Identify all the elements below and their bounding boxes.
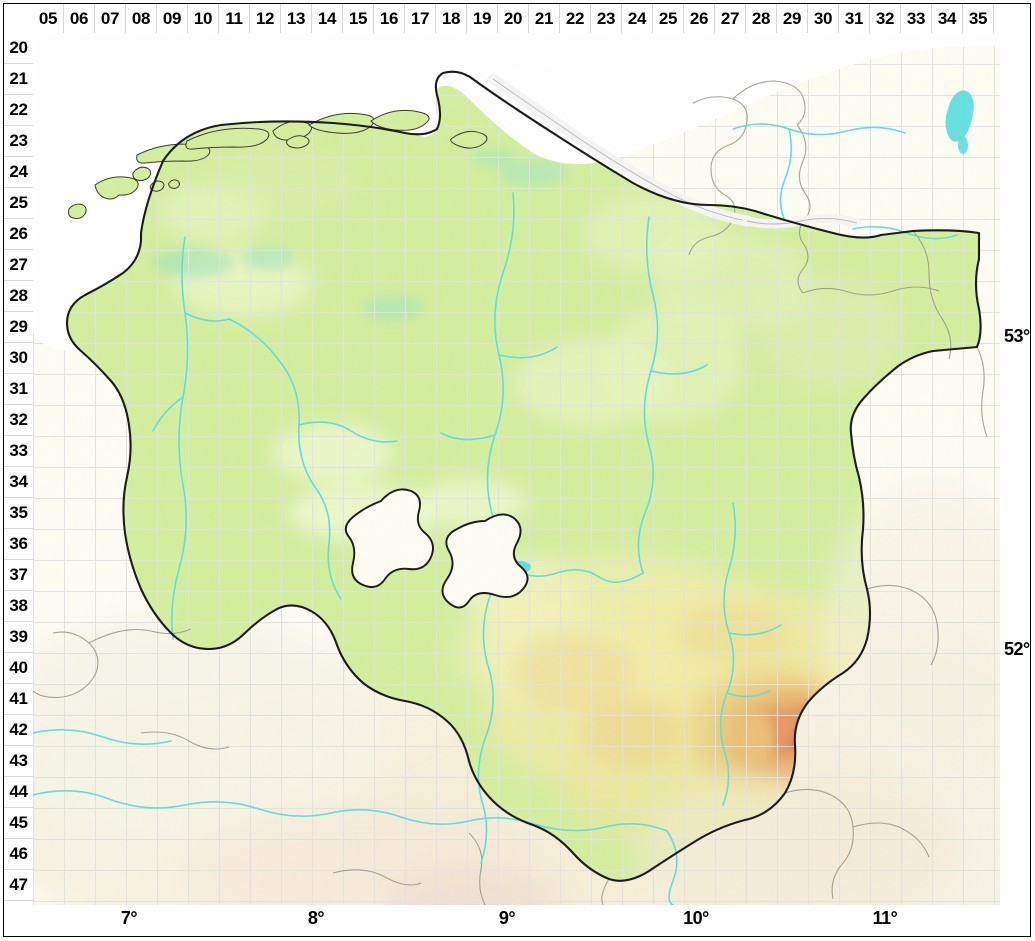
map-viewport[interactable] — [33, 33, 1000, 905]
row-header-47: 47 — [4, 870, 33, 901]
row-header-29: 29 — [4, 312, 33, 343]
column-header-35: 35 — [963, 4, 994, 33]
row-header-38: 38 — [4, 591, 33, 622]
column-header-33: 33 — [901, 4, 932, 33]
row-header-34: 34 — [4, 467, 33, 498]
column-header-24: 24 — [622, 4, 653, 33]
row-header-31: 31 — [4, 374, 33, 405]
column-header-21: 21 — [529, 4, 560, 33]
column-header-26: 26 — [684, 4, 715, 33]
row-header-21: 21 — [4, 64, 33, 95]
column-header-10: 10 — [188, 4, 219, 33]
column-header-31: 31 — [839, 4, 870, 33]
column-header-18: 18 — [436, 4, 467, 33]
row-header-24: 24 — [4, 157, 33, 188]
column-header-30: 30 — [808, 4, 839, 33]
row-header-45: 45 — [4, 808, 33, 839]
row-header-35: 35 — [4, 498, 33, 529]
column-header-05: 05 — [33, 4, 64, 33]
row-header-39: 39 — [4, 622, 33, 653]
column-header-25: 25 — [653, 4, 684, 33]
longitude-label-10deg: 10° — [683, 908, 709, 928]
row-header-41: 41 — [4, 684, 33, 715]
row-header-37: 37 — [4, 560, 33, 591]
row-header-33: 33 — [4, 436, 33, 467]
column-header-19: 19 — [467, 4, 498, 33]
column-header-14: 14 — [312, 4, 343, 33]
latitude-label-52: 52° — [1004, 639, 1030, 659]
longitude-label-8deg: 8° — [307, 908, 325, 928]
row-header-27: 27 — [4, 250, 33, 281]
row-header-40: 40 — [4, 653, 33, 684]
column-header-28: 28 — [746, 4, 777, 33]
row-header-46: 46 — [4, 839, 33, 870]
column-header-16: 16 — [374, 4, 405, 33]
column-header-15: 15 — [343, 4, 374, 33]
column-header-27: 27 — [715, 4, 746, 33]
row-header-strip: 20 21 22 23 24 25 26 27 28 29 30 31 32 33 34 35 36 37 38 39… — [4, 33, 33, 905]
latitude-label-53: 53° — [1004, 326, 1030, 346]
column-header-23: 23 — [591, 4, 622, 33]
paper-grain — [33, 33, 1000, 905]
longitude-label-11deg: 11° — [872, 908, 898, 928]
row-header-43: 43 — [4, 746, 33, 777]
row-header-25: 25 — [4, 188, 33, 219]
column-header-22: 22 — [560, 4, 591, 33]
row-header-20: 20 — [4, 33, 33, 64]
longitude-axis: 7° 8° 9° 10° 11° — [4, 906, 1030, 936]
row-header-30: 30 — [4, 343, 33, 374]
row-header-26: 26 — [4, 219, 33, 250]
right-margin-mask — [1000, 4, 1030, 905]
column-header-11: 11 — [219, 4, 250, 33]
column-header-13: 13 — [281, 4, 312, 33]
column-header-20: 20 — [498, 4, 529, 33]
column-header-34: 34 — [932, 4, 963, 33]
column-header-17: 17 — [405, 4, 436, 33]
column-header-06: 06 — [64, 4, 95, 33]
column-header-08: 08 — [126, 4, 157, 33]
longitude-label-9deg: 9° — [498, 908, 516, 928]
column-header-09: 09 — [157, 4, 188, 33]
topographic-map[interactable] — [33, 33, 1000, 905]
row-header-44: 44 — [4, 777, 33, 808]
row-header-28: 28 — [4, 281, 33, 312]
column-header-strip: 05 06 07 08 09 10 11 12 13 14 15 16 17 18 19 20 21 22 23 24… — [4, 4, 1030, 33]
column-header-32: 32 — [870, 4, 901, 33]
column-header-07: 07 — [95, 4, 126, 33]
row-header-32: 32 — [4, 405, 33, 436]
row-header-42: 42 — [4, 715, 33, 746]
row-header-36: 36 — [4, 529, 33, 560]
row-header-22: 22 — [4, 95, 33, 126]
column-header-12: 12 — [250, 4, 281, 33]
longitude-label-7deg: 7° — [120, 908, 138, 928]
row-header-23: 23 — [4, 126, 33, 157]
column-header-29: 29 — [777, 4, 808, 33]
